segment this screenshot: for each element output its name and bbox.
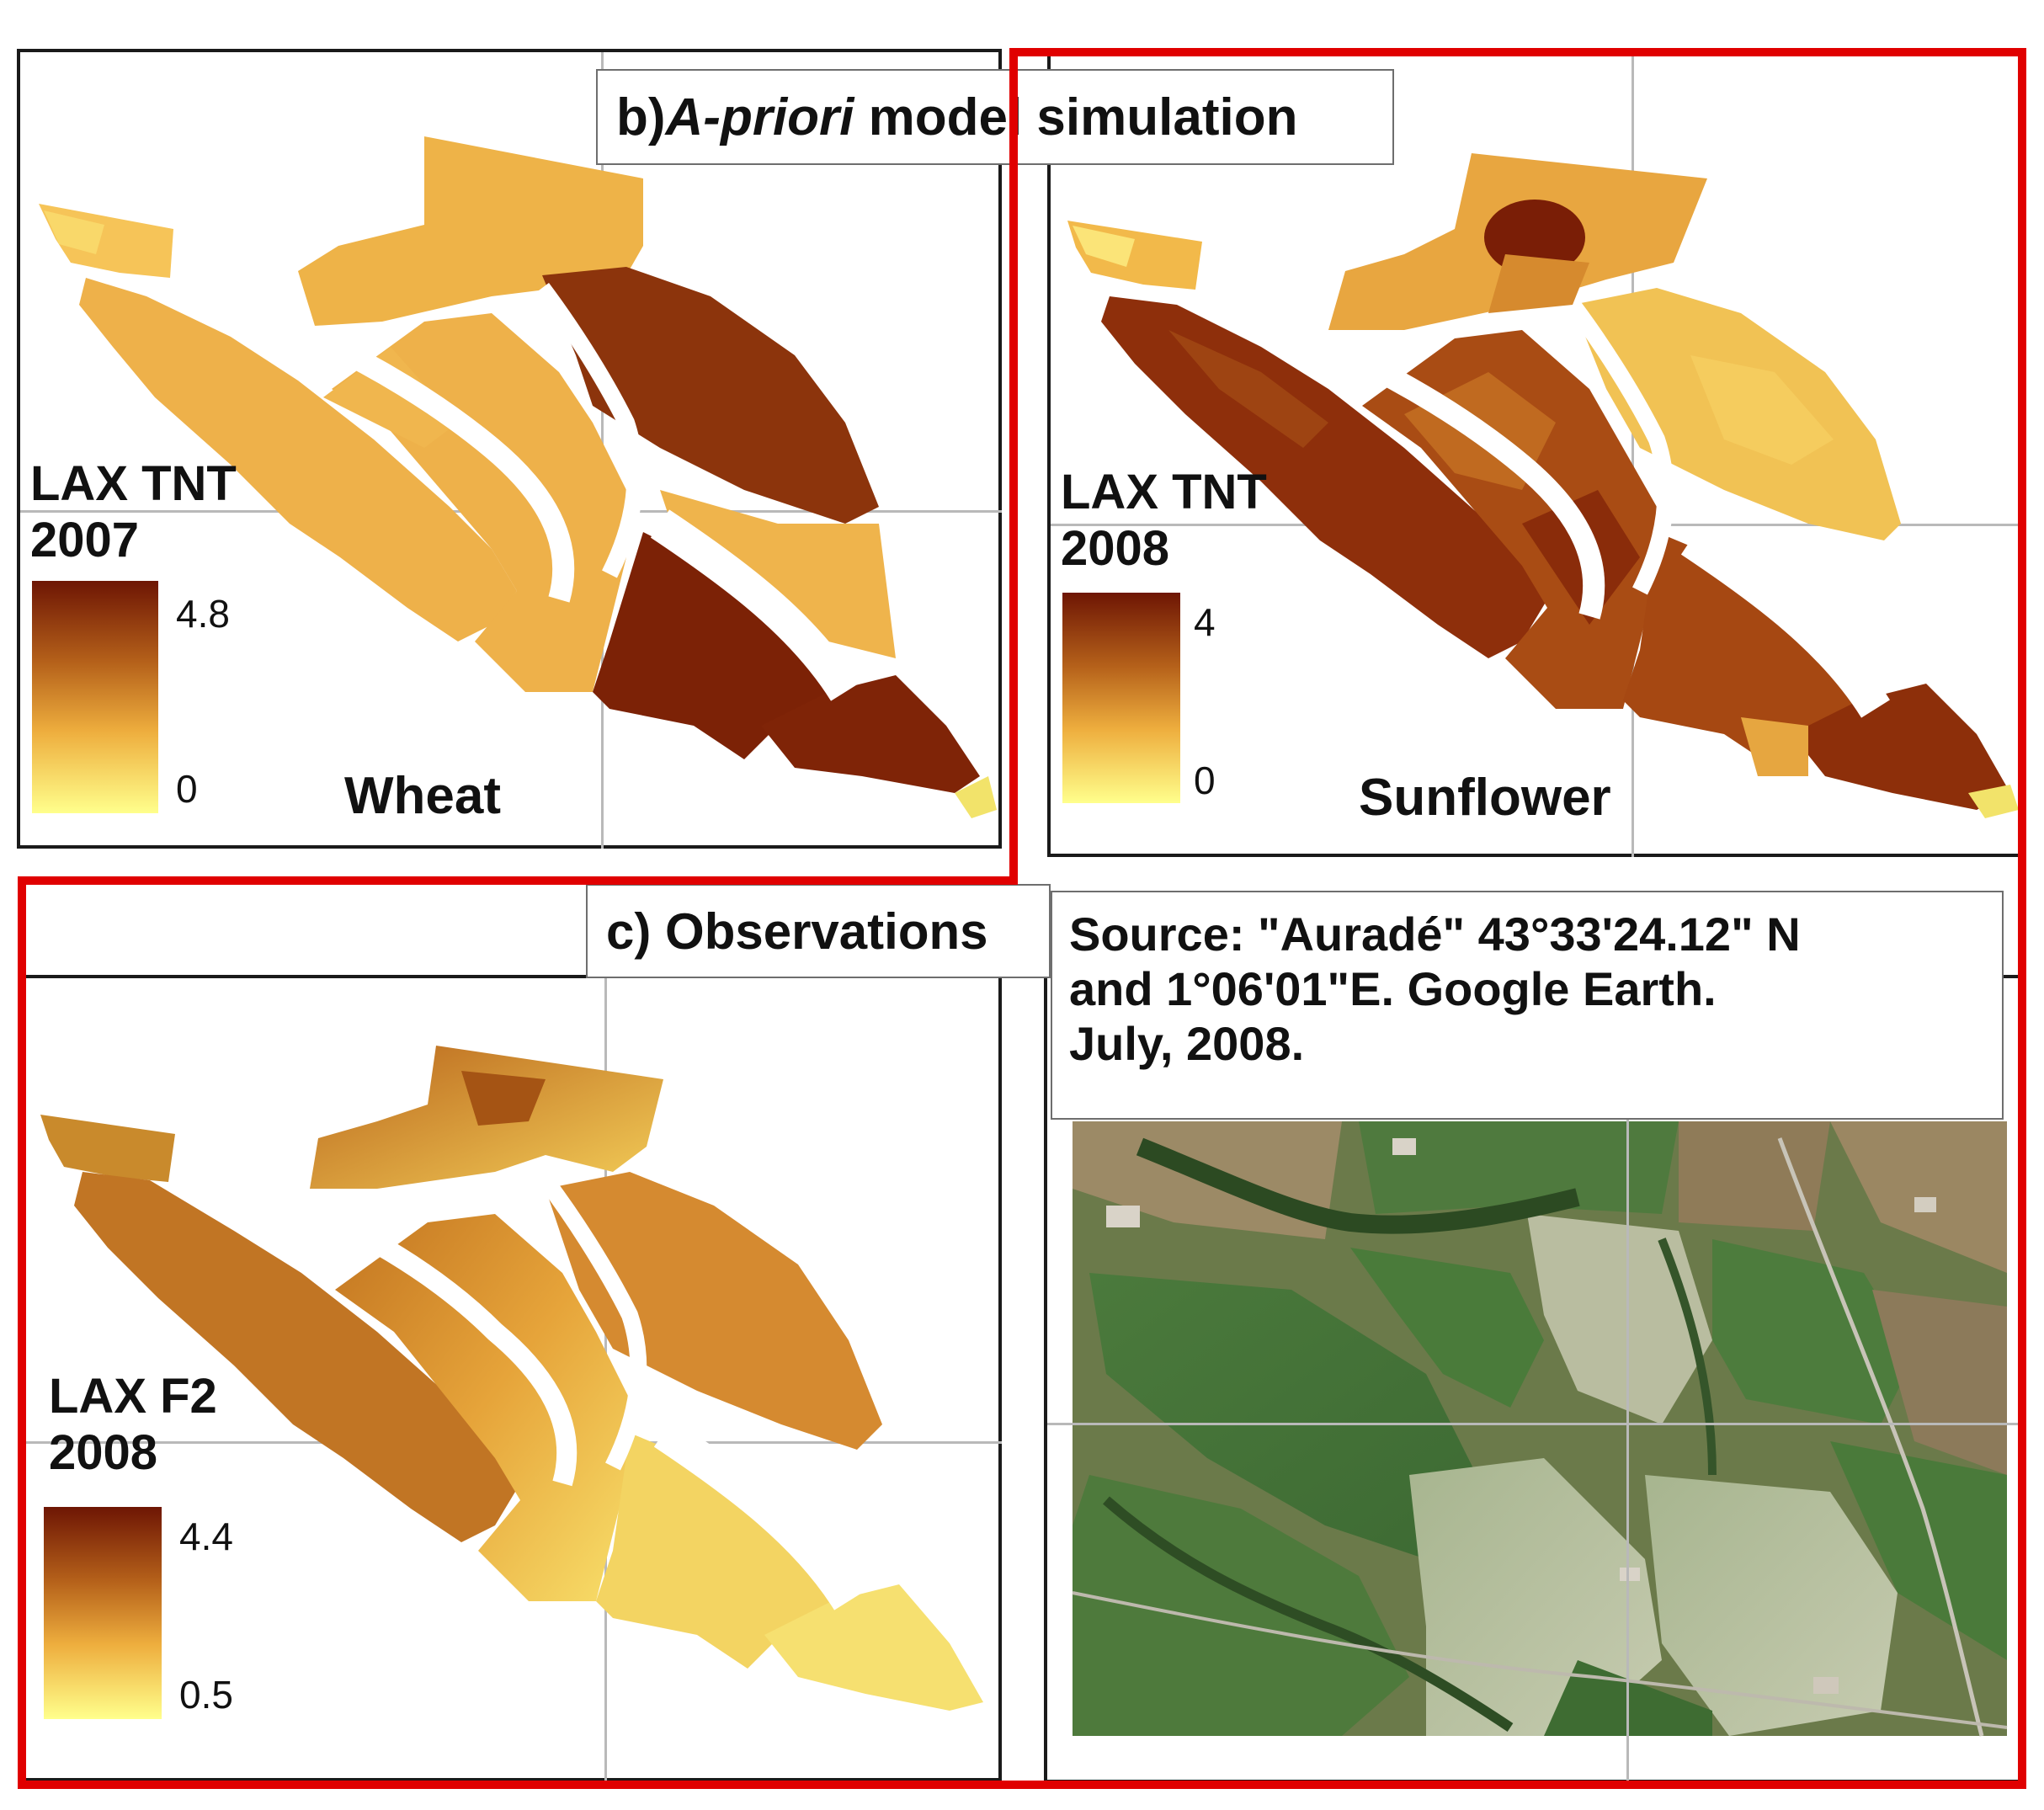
title-suffix: model simulation [854,88,1298,146]
source-box: Source: "Auradé" 43°33'24.12" N and 1°06… [1051,891,2004,1120]
legend-max-label: 4.4 [179,1515,233,1558]
grid-line [1047,1423,2022,1425]
legend-var: LAX TNT [30,456,237,511]
legend-min-label: 0.5 [179,1673,233,1717]
field-map-2008-model [1067,153,2019,818]
legend-var: LAX F2 [49,1369,217,1424]
color-ramp-2008-model [1062,593,1180,803]
legend-title-2008-model: LAX TNT 2008 [1061,465,1267,577]
source-line-2: and 1°06'01"E. Google Earth. [1069,961,1717,1015]
legend-year: 2008 [1061,520,1170,576]
legend-min-label: 0 [1194,759,1216,802]
legend-max-label: 4.8 [176,592,230,636]
legend-min-label: 0 [176,767,198,811]
panel-b-title: b)A-priori model simulation [596,69,1394,165]
color-ramp-2007 [32,581,158,813]
satellite-image [1072,1121,2008,1737]
legend-year: 2008 [49,1424,158,1480]
legend-title-2007: LAX TNT 2007 [30,456,237,568]
map-panel-2008-obs: LAX F2 2008 4.4 0.5 [20,975,1002,1781]
legend-title-2008-obs: LAX F2 2008 [49,1369,217,1481]
map-panel-2007: LAX TNT 2007 4.8 0 Wheat [17,49,1002,849]
title-prefix: b) [616,88,666,146]
source-line-3: July, 2008. [1069,1016,1305,1070]
title-text: c) Observations [606,903,988,960]
map-panel-2008-model: LAX TNT 2008 4 0 Sunflower [1047,49,2022,857]
crop-label-sunflower: Sunflower [1359,769,1611,827]
legend-max-label: 4 [1194,600,1216,644]
legend-var: LAX TNT [1061,465,1267,519]
legend-year: 2007 [30,512,140,567]
grid-line [1626,1113,1629,1783]
color-ramp-2008-obs [44,1507,162,1719]
panel-c-title: c) Observations [586,884,1051,978]
source-line-1: Source: "Auradé" 43°33'24.12" N [1069,908,1801,961]
crop-label-wheat: Wheat [344,767,501,825]
title-italic: A-priori [665,88,854,146]
field-map-2007 [39,136,997,818]
